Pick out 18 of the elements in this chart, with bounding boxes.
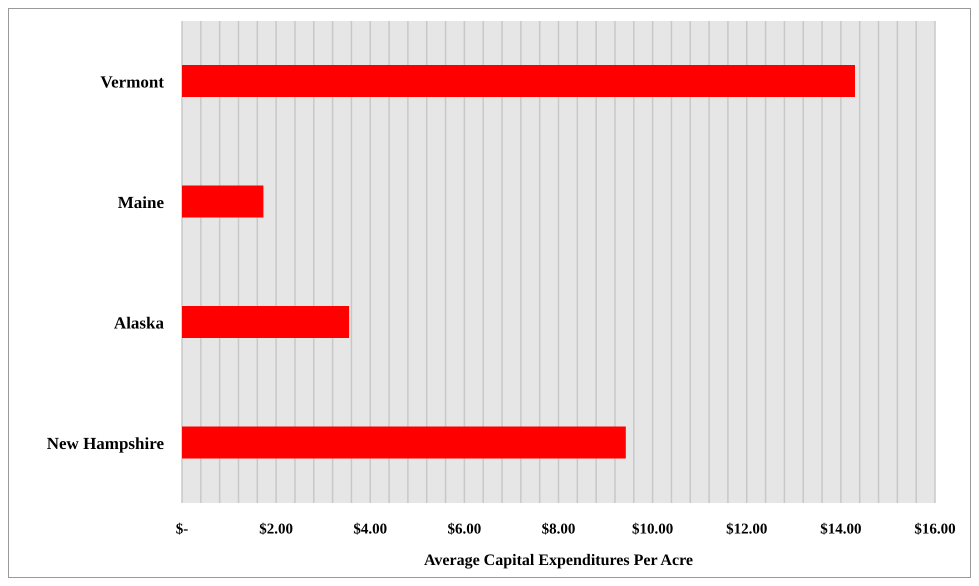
y-tick-label: Alaska	[114, 313, 164, 332]
y-tick-label: Vermont	[100, 72, 164, 92]
bar	[182, 65, 855, 97]
x-tick-label: $4.00	[353, 522, 388, 538]
bar	[182, 186, 264, 218]
bar	[182, 426, 626, 458]
bar	[182, 306, 350, 338]
x-tick-label: $2.00	[259, 522, 293, 538]
x-tick-label: $14.00	[820, 522, 862, 538]
x-tick-label: $10.00	[632, 522, 674, 538]
x-tick-label: $6.00	[448, 522, 482, 538]
x-tick-label: $8.00	[542, 522, 576, 538]
y-tick-label: Maine	[118, 192, 164, 212]
x-tick-label: $-	[176, 522, 188, 538]
y-tick-label: New Hampshire	[46, 434, 164, 453]
x-tick-label: $16.00	[914, 522, 956, 538]
x-axis-title: Average Capital Expenditures Per Acre	[424, 552, 693, 569]
x-tick-label: $12.00	[726, 522, 768, 538]
